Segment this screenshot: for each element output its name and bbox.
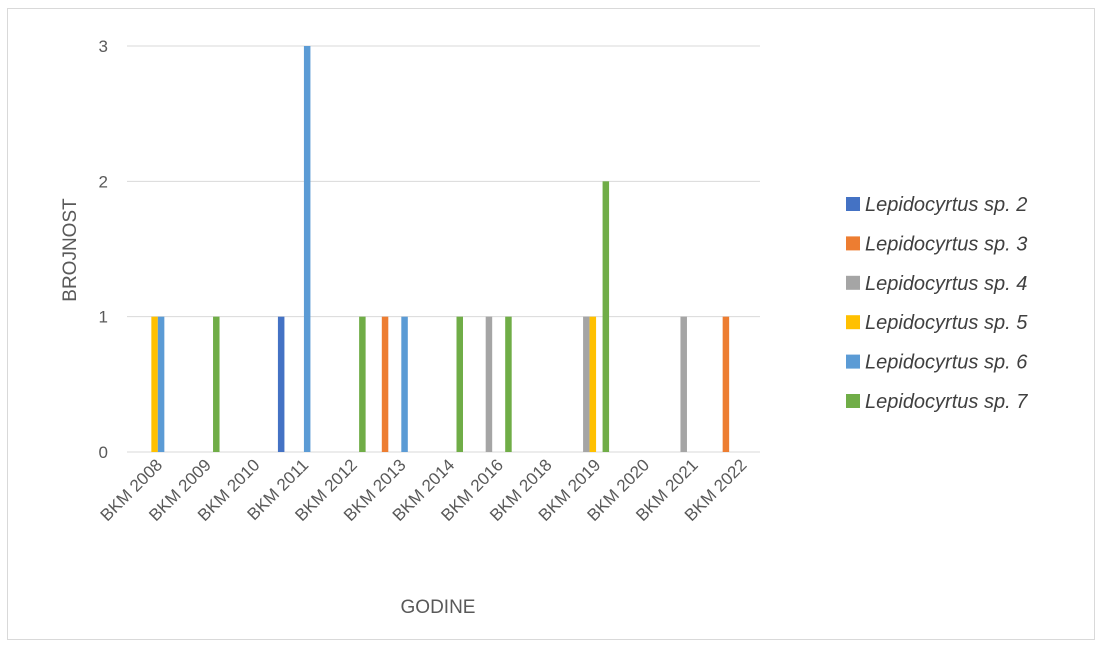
y-axis-ticks: 0 1 2 3 <box>99 37 108 462</box>
bar <box>456 316 463 452</box>
legend-label: Lepidocyrtus sp. 4 <box>865 273 1027 295</box>
bar <box>505 316 512 452</box>
bars <box>151 46 730 453</box>
gridlines <box>127 45 760 453</box>
bar <box>602 181 610 453</box>
y-axis-title: BROJNOST <box>60 198 81 302</box>
chart-frame <box>7 8 1095 640</box>
bar <box>213 316 220 452</box>
legend-label: Lepidocyrtus sp. 7 <box>865 391 1028 413</box>
y-tick-label: 0 <box>99 443 108 462</box>
bar <box>485 316 493 452</box>
legend-swatch <box>846 275 860 290</box>
legend-swatch <box>846 315 860 330</box>
y-tick-label: 1 <box>99 308 108 327</box>
legend-label: Lepidocyrtus sp. 6 <box>865 352 1028 374</box>
bar <box>359 316 366 452</box>
bar <box>680 316 687 452</box>
legend: Lepidocyrtus sp. 2 Lepidocyrtus sp. 3 Lepi… <box>846 194 1028 413</box>
bar <box>722 316 730 452</box>
bar <box>583 316 590 452</box>
legend-label: Lepidocyrtus sp. 2 <box>865 194 1027 216</box>
y-tick-label: 3 <box>99 37 108 56</box>
legend-swatch <box>846 236 860 251</box>
bar <box>277 316 285 452</box>
bar <box>151 316 158 452</box>
x-axis-title: GODINE <box>401 597 476 618</box>
legend-label: Lepidocyrtus sp. 5 <box>865 312 1028 334</box>
legend-swatch <box>846 394 860 408</box>
y-tick-label: 2 <box>99 172 108 191</box>
bar <box>401 316 408 452</box>
bar <box>157 316 165 452</box>
legend-swatch <box>846 197 860 211</box>
bar <box>589 316 597 452</box>
legend-swatch <box>846 354 860 369</box>
bar <box>303 46 311 452</box>
bar <box>381 316 389 452</box>
legend-label: Lepidocyrtus sp. 3 <box>865 233 1027 255</box>
